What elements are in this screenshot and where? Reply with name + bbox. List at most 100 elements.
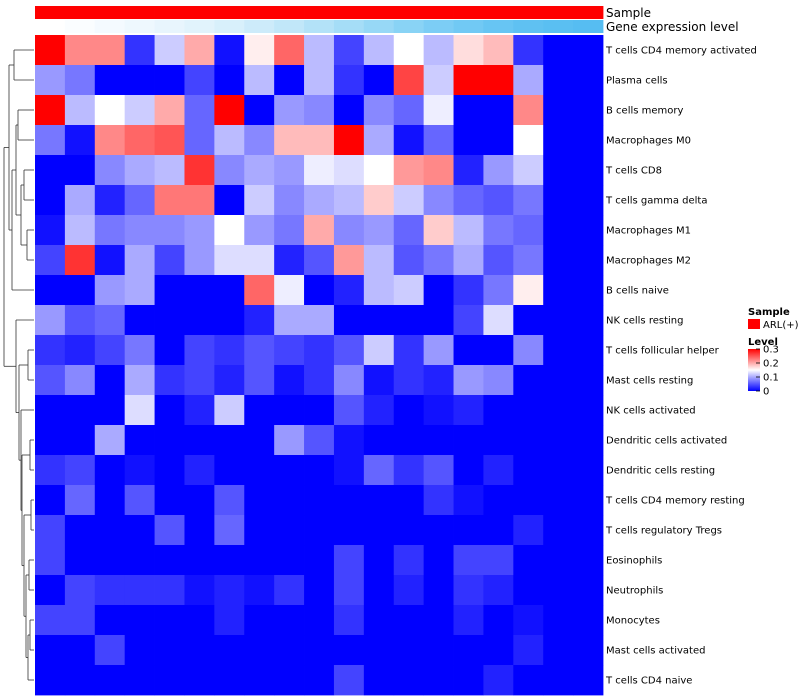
heatmap-cell: [124, 665, 155, 696]
heatmap-cell: [393, 365, 425, 396]
heatmap-cell: [184, 95, 215, 126]
row-label: Macrophages M1: [606, 226, 691, 237]
heatmap-cell: [573, 455, 604, 486]
heatmap-cell: [543, 395, 574, 426]
annotation-cell: [64, 20, 96, 33]
heatmap-cell: [513, 65, 544, 96]
heatmap-cell: [124, 185, 155, 216]
heatmap-cell: [333, 365, 365, 396]
heatmap-cell: [543, 575, 574, 606]
heatmap-cell: [543, 95, 574, 126]
heatmap-cell: [543, 365, 574, 396]
heatmap-cell: [94, 665, 126, 696]
heatmap-cell: [543, 275, 574, 306]
heatmap-cell: [423, 275, 454, 306]
row-label: B cells memory: [606, 106, 683, 117]
heatmap-cell: [363, 425, 395, 456]
heatmap-cell: [513, 215, 544, 246]
annotation-cell: [573, 20, 604, 33]
heatmap-cell: [184, 395, 215, 426]
heatmap-cell: [453, 605, 484, 636]
heatmap-cell: [423, 35, 454, 66]
heatmap-cell: [244, 245, 275, 276]
heatmap-cell: [124, 155, 155, 186]
heatmap-cell: [543, 425, 574, 456]
heatmap-cell: [244, 35, 275, 66]
heatmap-cell: [483, 665, 514, 696]
heatmap-cell: [274, 155, 305, 186]
heatmap-cell: [513, 275, 544, 306]
heatmap-cell: [244, 605, 275, 636]
heatmap-cell: [333, 215, 365, 246]
heatmap-cell: [423, 215, 454, 246]
heatmap-cell: [274, 485, 305, 516]
annotation-cell: [453, 6, 484, 19]
heatmap-cell: [124, 425, 155, 456]
heatmap-cell: [154, 95, 185, 126]
row-labels: T cells CD4 memory activated Plasma cells…: [605, 46, 757, 687]
row-label: Mast cells resting: [606, 376, 693, 387]
heatmap-cell: [333, 245, 365, 276]
heatmap-cell: [363, 575, 395, 606]
row-dendrogram: [3, 49, 34, 681]
heatmap-cell: [244, 575, 275, 606]
legend-level-tick-label: 0: [763, 387, 769, 398]
heatmap-cell: [393, 305, 425, 336]
heatmap-cell: [124, 215, 155, 246]
heatmap-cell: [154, 215, 185, 246]
heatmap-cell: [154, 635, 185, 666]
heatmap-cell: [333, 95, 365, 126]
heatmap-cell: [274, 515, 305, 546]
heatmap-cell: [64, 155, 96, 186]
heatmap-cell: [453, 155, 484, 186]
heatmap-cell: [543, 545, 574, 576]
heatmap-cell: [184, 635, 215, 666]
heatmap-cell: [423, 245, 454, 276]
heatmap-cell: [244, 395, 275, 426]
annotation-cell: [304, 20, 335, 33]
heatmap-cell: [94, 155, 126, 186]
heatmap-cell: [274, 605, 305, 636]
heatmap-cell: [423, 665, 454, 696]
heatmap-cell: [64, 455, 96, 486]
heatmap-cell: [393, 575, 425, 606]
annotation-cell: [393, 6, 425, 19]
heatmap-cell: [573, 365, 604, 396]
heatmap-cell: [393, 485, 425, 516]
heatmap-cell: [184, 485, 215, 516]
heatmap-cell: [184, 455, 215, 486]
heatmap-cell: [543, 185, 574, 216]
heatmap-cell: [453, 485, 484, 516]
heatmap-cell: [333, 395, 365, 426]
heatmap-cell: [94, 425, 126, 456]
heatmap-cell: [35, 515, 66, 546]
annotation-cell: [543, 6, 574, 19]
annotation-cell: [154, 20, 185, 33]
heatmap-cell: [64, 545, 96, 576]
heatmap-cell: [423, 365, 454, 396]
heatmap-cell: [94, 365, 126, 396]
annotation-cell: [573, 6, 604, 19]
heatmap-cell: [393, 665, 425, 696]
heatmap-cell: [483, 245, 514, 276]
heatmap-cell: [274, 635, 305, 666]
heatmap-cell: [94, 305, 126, 336]
heatmap-cell: [393, 335, 425, 366]
heatmap-cell: [35, 575, 66, 606]
heatmap-cell: [573, 125, 604, 156]
heatmap-cell: [124, 305, 155, 336]
heatmap-cell: [513, 305, 544, 336]
heatmap-cell: [274, 275, 305, 306]
heatmap-cell: [244, 515, 275, 546]
heatmap-cell: [94, 125, 126, 156]
heatmap-cell: [274, 395, 305, 426]
heatmap-cell: [573, 545, 604, 576]
heatmap-cell: [483, 65, 514, 96]
heatmap-cell: [64, 665, 96, 696]
heatmap-cell: [513, 335, 544, 366]
heatmap-cells: [35, 35, 604, 696]
heatmap-cell: [64, 95, 96, 126]
heatmap-cell: [124, 335, 155, 366]
heatmap-cell: [184, 305, 215, 336]
heatmap-cell: [393, 455, 425, 486]
